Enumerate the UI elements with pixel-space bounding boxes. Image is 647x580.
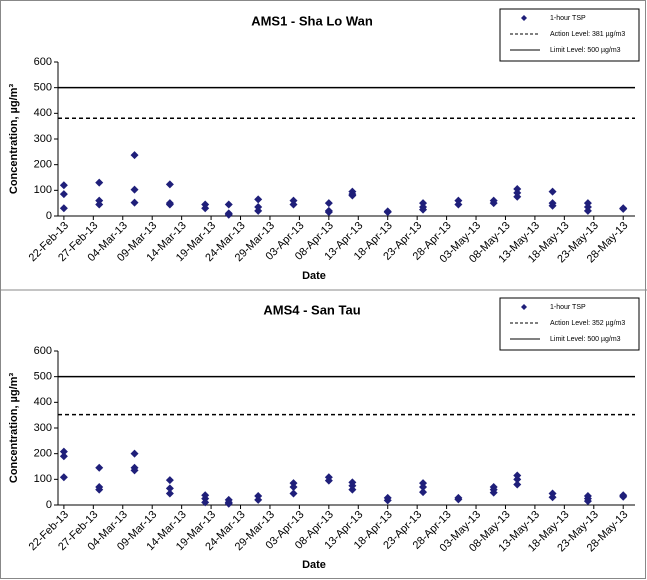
- y-tick-label: 600: [34, 345, 52, 357]
- data-point: [254, 195, 263, 204]
- data-point: [59, 447, 68, 456]
- data-point: [513, 475, 522, 484]
- data-point: [130, 151, 139, 160]
- data-point: [95, 463, 104, 472]
- data-point: [348, 191, 357, 200]
- data-point: [95, 485, 104, 494]
- chart-title: AMS4 - San Tau: [263, 302, 360, 317]
- y-tick-label: 100: [34, 184, 52, 196]
- y-tick-label: 300: [34, 133, 52, 145]
- data-point: [59, 190, 68, 199]
- data-point: [130, 466, 139, 475]
- data-point: [548, 187, 557, 196]
- data-point: [619, 492, 628, 501]
- data-point: [130, 449, 139, 458]
- data-point: [419, 205, 428, 214]
- data-point: [383, 496, 392, 505]
- data-point: [583, 497, 592, 506]
- data-point: [165, 476, 174, 485]
- y-axis-label: Concentration, µg/m³: [8, 84, 20, 195]
- legend-label: Action Level: 381 µg/m3: [550, 31, 625, 38]
- data-point: [454, 495, 463, 504]
- data-point: [583, 206, 592, 215]
- data-point: [324, 199, 333, 208]
- data-point: [513, 480, 522, 489]
- data-point: [489, 488, 498, 497]
- data-point: [254, 206, 263, 215]
- data-point: [59, 452, 68, 461]
- data-point: [513, 192, 522, 201]
- y-tick-label: 600: [34, 56, 52, 68]
- data-point: [59, 181, 68, 190]
- data-point: [224, 210, 233, 219]
- data-point: [254, 495, 263, 504]
- legend-marker: [521, 304, 527, 310]
- data-point: [201, 498, 210, 507]
- y-tick-label: 500: [34, 371, 52, 383]
- x-axis-label: Date: [302, 559, 326, 571]
- data-point: [419, 488, 428, 497]
- data-point: [201, 204, 210, 213]
- y-tick-label: 200: [34, 448, 52, 460]
- data-point: [348, 485, 357, 494]
- data-point: [324, 476, 333, 485]
- data-point: [383, 208, 392, 217]
- data-point: [548, 493, 557, 502]
- legend-label: 1-hour TSP: [550, 304, 586, 311]
- chart-title: AMS1 - Sha Lo Wan: [251, 13, 373, 28]
- data-point: [165, 484, 174, 493]
- y-tick-label: 0: [46, 499, 52, 511]
- y-tick-label: 500: [34, 82, 52, 94]
- data-point: [95, 200, 104, 209]
- legend-label: Limit Level: 500 µg/m3: [550, 336, 621, 343]
- x-axis-label: Date: [302, 270, 326, 282]
- data-point: [289, 489, 298, 498]
- data-point: [165, 200, 174, 209]
- data-point: [619, 204, 628, 213]
- data-point: [130, 185, 139, 194]
- data-point: [224, 200, 233, 209]
- y-tick-label: 200: [34, 159, 52, 171]
- data-point: [59, 204, 68, 213]
- y-tick-label: 0: [46, 210, 52, 222]
- y-tick-label: 300: [34, 422, 52, 434]
- data-point: [165, 489, 174, 498]
- data-point: [59, 473, 68, 482]
- y-tick-label: 400: [34, 107, 52, 119]
- data-point: [548, 201, 557, 210]
- data-point: [419, 483, 428, 492]
- data-point: [289, 483, 298, 492]
- legend-label: Action Level: 352 µg/m3: [550, 320, 625, 327]
- data-point: [324, 208, 333, 217]
- legend-marker: [521, 15, 527, 21]
- data-point: [130, 198, 139, 207]
- y-tick-label: 400: [34, 396, 52, 408]
- data-point: [224, 499, 233, 508]
- legend-label: Limit Level: 500 µg/m3: [550, 47, 621, 54]
- data-point: [165, 180, 174, 189]
- legend-label: 1-hour TSP: [550, 15, 586, 22]
- data-point: [489, 199, 498, 208]
- data-point: [289, 200, 298, 209]
- y-tick-label: 100: [34, 473, 52, 485]
- y-axis-label: Concentration, µg/m³: [8, 373, 20, 484]
- data-point: [95, 178, 104, 187]
- data-point: [454, 200, 463, 209]
